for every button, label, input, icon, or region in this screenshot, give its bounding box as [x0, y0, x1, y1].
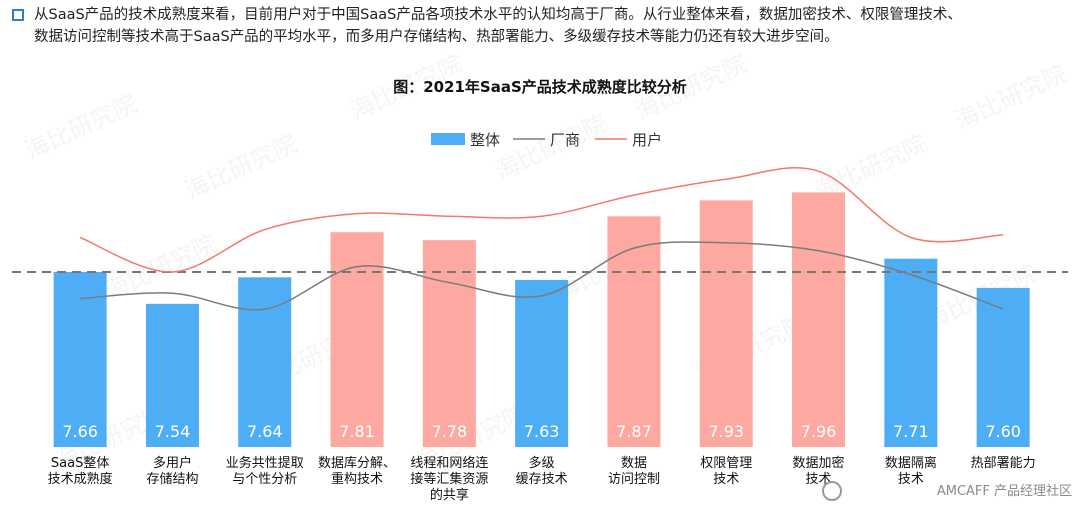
category-label-line: 线程和网络连 [410, 455, 488, 471]
vendor-line [80, 241, 1004, 311]
category-label-line: 技术 [898, 472, 924, 487]
category-label-line: 技术 [713, 472, 739, 487]
category-label-line: 数据库分解、 [318, 455, 396, 471]
category-label: 权限管理技术 [700, 455, 752, 487]
watermark-text: 海比研究院 [181, 129, 302, 205]
bar [515, 279, 569, 447]
category-label-line: 数据隔离 [885, 455, 937, 471]
chart-title: 图：2021年SaaS产品技术成熟度比较分析 [393, 78, 687, 96]
bar-value-label: 7.60 [985, 422, 1021, 441]
category-label: 多用户存储结构 [146, 455, 198, 487]
bar [145, 303, 199, 447]
bar [699, 200, 753, 447]
bar-value-label: 7.87 [616, 422, 652, 441]
category-label-line: 业务共性提取 [226, 455, 304, 471]
intro-line-1: 从SaaS产品的技术成熟度来看，目前用户对于中国SaaS产品各项技术水平的认知均… [10, 4, 1070, 26]
bar [422, 240, 476, 447]
category-labels: SaaS整体技术成熟度多用户存储结构业务共性提取与个性分析数据库分解、重构技术线… [48, 455, 1036, 503]
legend-swatch-bar [431, 133, 465, 145]
category-label: 业务共性提取与个性分析 [226, 455, 304, 487]
line-series [79, 167, 1004, 311]
bar-value-label: 7.78 [432, 422, 468, 441]
category-label: 多级缓存技术 [516, 455, 568, 487]
category-label: SaaS整体技术成熟度 [48, 456, 113, 487]
category-label-line: 存储结构 [146, 472, 198, 487]
bar-value-label: 7.54 [155, 422, 191, 441]
brand-logo-icon [822, 481, 842, 501]
bar [792, 192, 846, 447]
legend-label: 用户 [632, 131, 662, 149]
legend-label: 整体 [470, 131, 500, 149]
category-label: 数据隔离技术 [885, 455, 937, 487]
category-label-line: 缓存技术 [516, 472, 568, 487]
category-label-line: 与个性分析 [232, 472, 297, 487]
user-line [79, 167, 1004, 273]
category-label-line: 技术成熟度 [48, 471, 113, 487]
bar [330, 232, 384, 447]
bar [976, 287, 1030, 447]
bar [53, 271, 107, 447]
bar-series [53, 192, 1030, 447]
bar-value-label: 7.96 [801, 422, 837, 441]
category-label-line: 接等汇集资源 [410, 471, 488, 487]
category-label-line: 的共享 [430, 487, 469, 503]
category-label-line: 重构技术 [331, 471, 383, 487]
bar-value-label: 7.64 [247, 422, 283, 441]
intro-text: 从SaaS产品的技术成熟度来看，目前用户对于中国SaaS产品各项技术水平的认知均… [10, 4, 1070, 48]
intro-line-1-text: 从SaaS产品的技术成熟度来看，目前用户对于中国SaaS产品各项技术水平的认知均… [34, 7, 962, 23]
value-labels: 7.66 7.54 7.64 7.81 7.78 7.63 7.87 7.93 7.96 7.71… [62, 422, 1021, 441]
category-label: 热部署能力 [971, 456, 1036, 471]
category-label-line: 多用户 [153, 455, 192, 471]
bar-value-label: 7.71 [893, 422, 929, 441]
bar-value-label: 7.93 [708, 422, 744, 441]
category-label: 数据访问控制 [608, 456, 660, 487]
bar-value-label: 7.66 [62, 422, 98, 441]
category-label: 线程和网络连接等汇集资源的共享 [410, 455, 488, 503]
intro-line-2-text: 数据访问控制等技术高于SaaS产品的平均水平，而多用户存储结构、热部署能力、多级… [34, 29, 839, 45]
category-label-line: 访问控制 [608, 472, 660, 487]
watermark-text: 海比研究院 [101, 229, 222, 305]
category-label-line: 热部署能力 [971, 456, 1036, 471]
brand-watermark: AMCAFF 产品经理社区 [936, 484, 1072, 499]
legend-label: 厂商 [550, 131, 580, 149]
category-label-line: 权限管理 [700, 455, 752, 471]
category-label-line: 多级 [529, 455, 555, 471]
category-label: 数据库分解、重构技术 [318, 455, 396, 487]
category-label-line: 数据加密 [793, 455, 845, 471]
category-label-line: 数据 [621, 456, 647, 471]
bar [238, 277, 292, 447]
bar [884, 258, 938, 447]
watermark-text: 海比研究院 [21, 89, 142, 165]
bar [607, 216, 661, 447]
chart-legend: 整体 厂商 用户 [431, 131, 662, 149]
intro-line-2: 数据访问控制等技术高于SaaS产品的平均水平，而多用户存储结构、热部署能力、多级… [10, 26, 1070, 48]
category-label-line: SaaS整体 [51, 456, 109, 471]
bar-value-label: 7.63 [524, 422, 560, 441]
watermark-text: 海比研究院 [951, 59, 1072, 135]
bullet-square-icon [12, 9, 24, 21]
bar-value-label: 7.81 [339, 422, 375, 441]
